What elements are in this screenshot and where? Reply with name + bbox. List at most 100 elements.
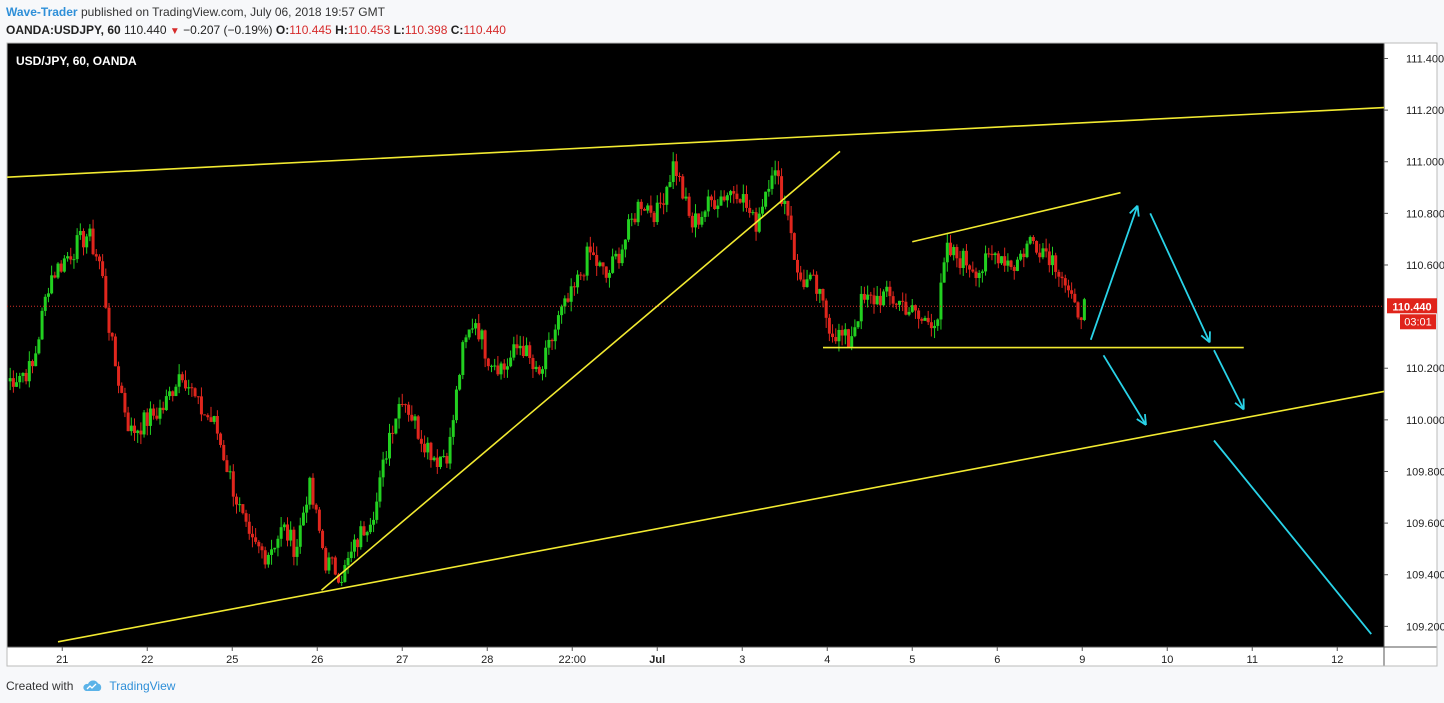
candle-body [502,363,506,370]
candle-body [805,279,809,288]
candle-body [821,288,825,301]
candle-body [767,188,771,192]
candle-body [235,496,238,505]
x-tick-label: 28 [481,654,493,666]
candle-body [649,205,653,213]
candle-body [639,201,643,209]
candle-body [177,374,181,387]
candle-body [451,420,455,437]
y-tick-label: 110.600 [1406,260,1444,272]
candle-body [579,274,583,276]
candle-body [1006,260,1010,266]
candle-body [34,353,38,367]
candle-body [439,456,442,468]
candle-body [330,557,334,559]
candle-body [43,296,47,311]
candle-body [984,253,988,272]
candle-body [311,477,315,505]
candle-body [180,374,184,381]
candle-body [139,430,143,435]
candle-body [560,306,564,316]
author-link[interactable]: Wave-Trader [6,5,78,19]
candle-body [713,200,717,210]
candle-body [923,317,927,321]
candle-body [1054,255,1058,272]
candle-body [792,233,796,260]
candle-body [802,279,806,288]
candle-body [796,259,799,273]
candle-body [282,524,286,528]
candle-body [703,211,707,217]
candle-body [808,274,812,280]
candle-body [1009,260,1013,268]
candle-body [11,378,15,387]
trendline-lower-channel [57,390,1385,643]
candle-body [88,228,92,237]
candle-body [824,300,828,318]
candle-body [448,436,452,464]
candle-body [199,396,203,415]
candle-body [674,161,678,177]
candle-body [815,274,819,294]
candle-body [1000,256,1003,264]
y-tick-label: 110.800 [1406,208,1444,220]
candle-body [1070,290,1074,294]
price-tag-label: 110.440 [1392,301,1431,313]
candle-body [400,403,404,405]
candle-body [75,235,79,260]
candle-body [241,504,245,514]
candle-body [799,272,803,280]
candle-body [856,321,860,328]
tradingview-link[interactable]: TradingView [109,679,176,693]
candle-body [37,339,41,354]
x-tick-label: 22 [141,654,153,666]
x-tick-label: 25 [226,654,238,666]
candle-body [850,336,854,348]
candle-body [384,458,388,460]
candle-body [582,275,586,277]
candle-body [569,286,573,302]
candle-body [308,477,312,505]
low-label: L: [393,23,405,37]
candle-body [518,345,522,349]
countdown-tag [1400,314,1436,330]
candle-body [69,256,73,260]
candle-body [882,291,886,306]
x-tick-label: 5 [909,654,915,666]
candle-body [968,265,972,270]
candle-body [898,300,901,305]
candle-body [505,366,509,370]
candle-body [521,345,525,357]
candle-body [231,471,235,497]
candle-body [668,181,672,187]
candle-body [776,170,780,177]
candle-body [257,541,261,547]
candle-body [493,365,497,367]
candle-body [926,317,930,323]
candle-body [85,236,89,248]
candle-body [209,417,213,422]
candle-body [1051,255,1054,266]
candle-body [964,250,968,266]
candle-body [24,372,28,382]
candle-body [901,300,905,302]
candle-body [885,286,889,292]
candle-body [534,366,538,370]
candle-body [607,272,611,278]
candle-body [869,294,873,296]
candle-body [614,253,618,257]
candle-body [643,208,646,211]
candle-body [40,310,44,340]
candle-body [719,196,723,206]
candle-body [117,366,121,386]
candle-body [464,337,468,343]
candle-body [286,524,289,541]
candle-body [716,205,720,210]
candle-body [50,275,54,294]
candle-body [260,546,264,551]
candle-body [531,358,535,370]
y-tick-label: 110.000 [1406,415,1444,427]
candle-body [547,339,551,348]
ohlc-legend: OANDA:USDJPY, 60 110.440 ▼ −0.207 (−0.19… [6,23,506,37]
